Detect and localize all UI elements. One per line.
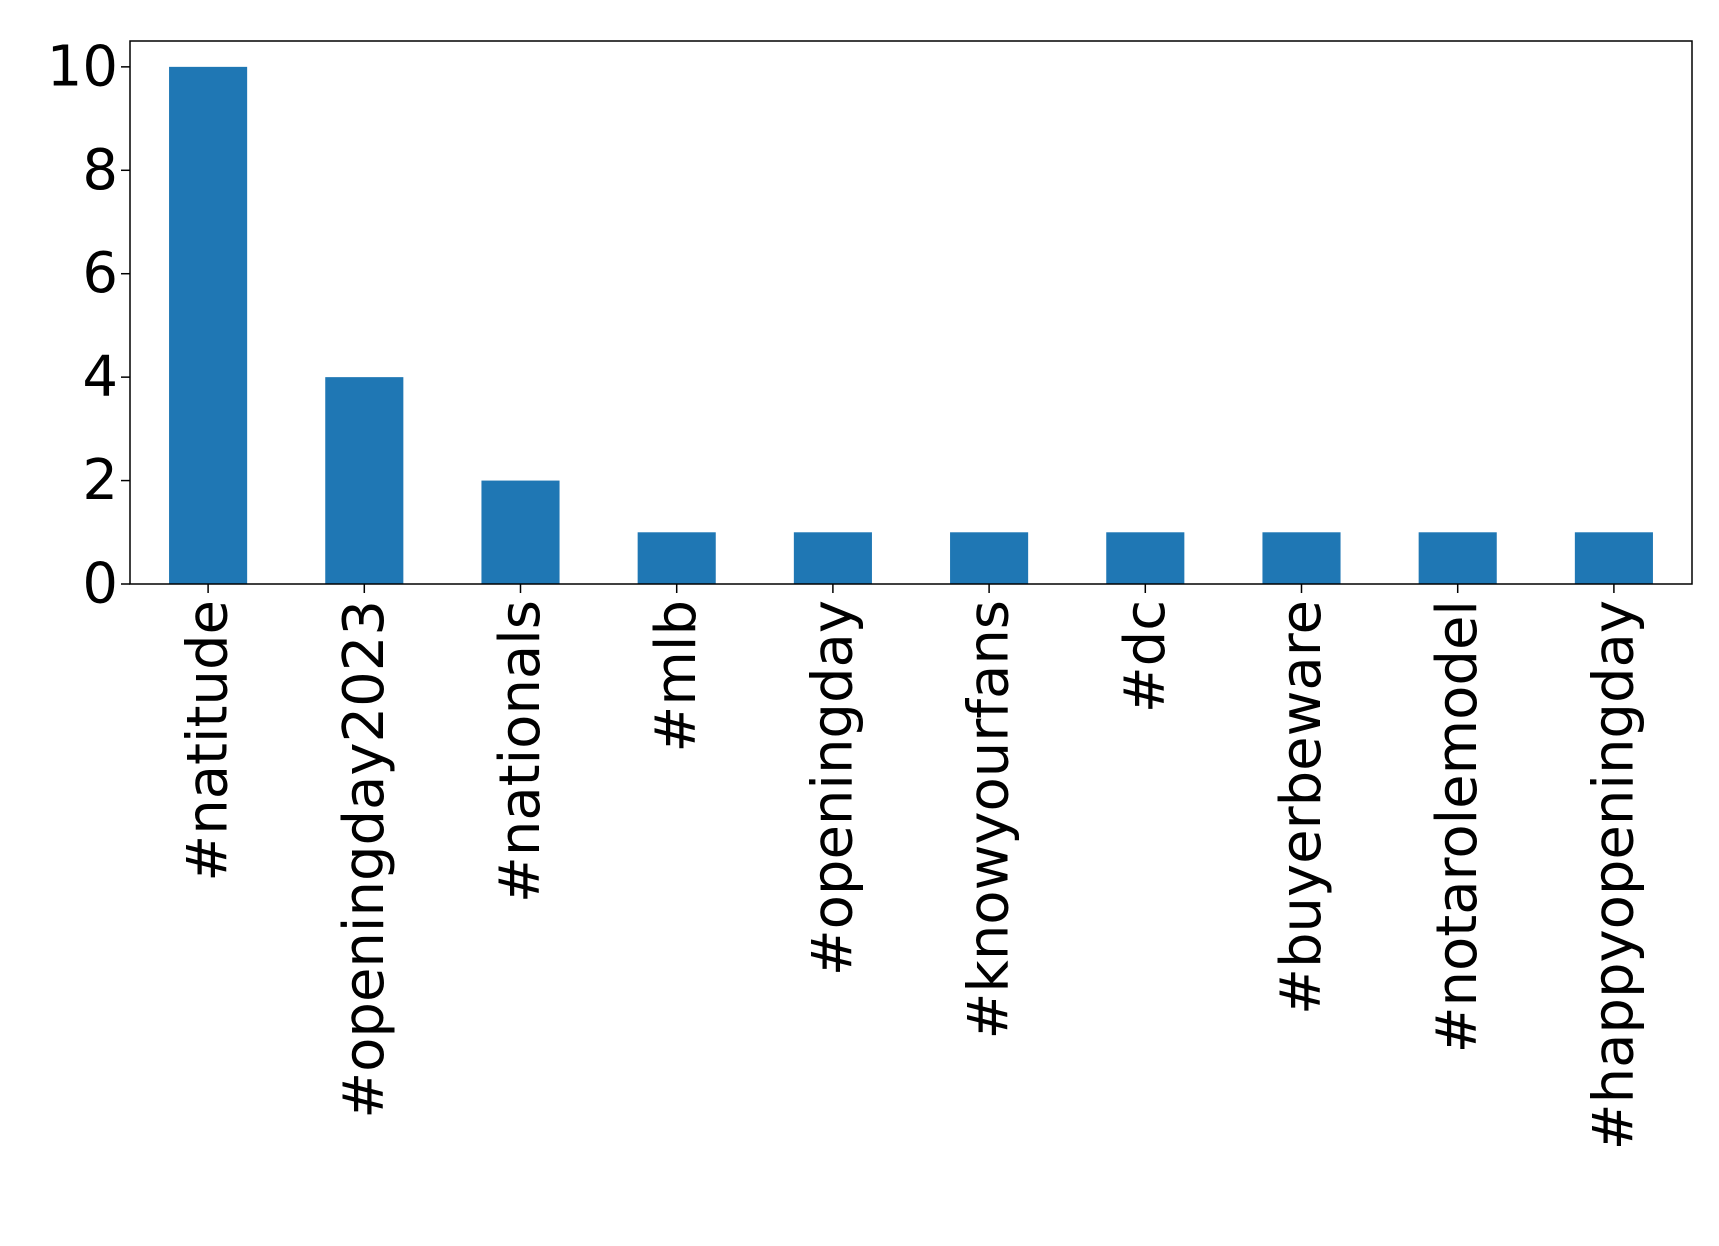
plot-frame xyxy=(129,40,1693,585)
x-tick-label: #dc xyxy=(1113,600,1178,713)
x-tick-label: #natitude xyxy=(176,600,241,882)
bars-group xyxy=(169,66,1653,585)
x-tick-label: #openingday2023 xyxy=(332,600,397,1119)
bar-openingday2023 xyxy=(325,377,404,584)
bar-notarolemodel xyxy=(1418,532,1497,584)
bar-dc xyxy=(1106,532,1185,584)
y-tick-label: 8 xyxy=(82,138,118,203)
x-tick-label: #nationals xyxy=(488,600,553,903)
y-tick-label: 2 xyxy=(82,448,118,513)
y-tick-label: 6 xyxy=(82,241,118,306)
bar-openingday xyxy=(793,532,872,584)
bar-happyopeningday xyxy=(1574,532,1653,584)
y-tick-label: 0 xyxy=(82,552,118,617)
x-tick-label: #knowyourfans xyxy=(957,600,1022,1040)
x-tick-label: #notarolemodel xyxy=(1425,600,1490,1053)
y-axis: 0 2 4 6 8 10 xyxy=(47,34,130,617)
bar-mlb xyxy=(637,532,716,584)
x-tick-label: #happyopeningday xyxy=(1581,600,1646,1150)
y-tick-label: 4 xyxy=(82,345,118,410)
bar-knowyourfans xyxy=(950,532,1029,584)
bar-natitude xyxy=(169,66,248,585)
bar-nationals xyxy=(481,480,560,584)
x-tick-label: #openingday xyxy=(800,600,865,976)
x-tick-label: #buyerbeware xyxy=(1269,600,1334,1015)
y-tick-label: 10 xyxy=(47,34,118,99)
x-axis: #natitude #openingday2023 #nationals #mlb #o… xyxy=(176,584,1646,1150)
x-tick-label: #mlb xyxy=(644,600,709,753)
bar-buyerbeware xyxy=(1262,532,1341,584)
